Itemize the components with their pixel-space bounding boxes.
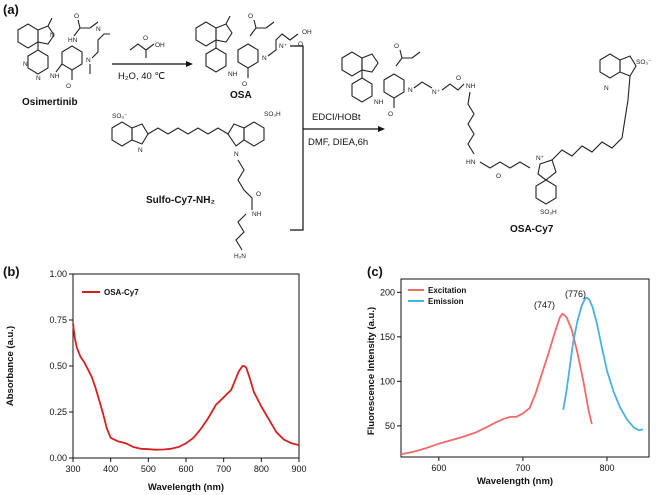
svg-text:N⁺: N⁺ [536,155,545,162]
svg-text:N: N [138,147,143,154]
svg-text:O: O [394,43,399,50]
svg-text:O: O [496,173,501,180]
svg-text:HN: HN [466,159,476,166]
b-series-group [72,323,300,451]
svg-text:SO₃⁻: SO₃⁻ [636,59,652,66]
reactant-bracket [290,45,304,231]
svg-text:O: O [248,13,253,20]
c-xtick-label: 700 [515,463,530,473]
svg-text:HN: HN [68,37,78,44]
c-xtick-label: 600 [431,463,446,473]
svg-text:SO₃H: SO₃H [264,111,281,118]
panel-label-c: (c) [367,264,383,279]
c-annotation-747: (747) [534,300,555,310]
b-ytick-label: 0.00 [49,453,67,463]
svg-text:N: N [23,61,28,68]
svg-text:O: O [298,41,303,48]
svg-text:N: N [36,75,41,82]
svg-text:N: N [50,32,55,39]
osa-cy7-structure: NH O O N N⁺ O NH HN O N⁺ SO₃H SO₃⁻ N [341,43,652,216]
panel-label-b: (b) [3,264,20,279]
c-legend-label-excitation: Excitation [428,286,466,295]
svg-text:O: O [66,83,71,90]
svg-text:H₂N: H₂N [234,253,246,260]
c-annotation-776: (776) [565,289,586,299]
step2-arrow [303,126,385,132]
b-xtick-label: 700 [216,464,231,474]
svg-text:N⁺: N⁺ [432,89,441,96]
c-xlabel: Wavelength (nm) [477,476,553,487]
compound-label-osimertinib: Osimertinib [22,97,78,108]
b-ytick-label: 0.75 [49,315,67,325]
b-ytick-label: 0.25 [49,407,67,417]
b-xtick-label: 500 [141,464,156,474]
step1-arrow: OH O [112,35,193,67]
c-xtick-label: 800 [599,463,614,473]
osimertinib-structure: N N N NH O HN O N N [17,13,110,90]
b-xtick-label: 300 [65,464,80,474]
svg-text:SO₃⁻: SO₃⁻ [112,113,128,120]
c-axis-ticks: 600 700 800 50 100 150 200 [380,287,615,473]
b-series-line-osa-cy7 [72,323,300,451]
svg-text:O: O [74,13,79,20]
panel-label-a: (a) [3,2,19,17]
compound-label-sulfo-cy7: Sulfo-Cy7-NH₂ [146,195,215,206]
c-ytick-label: 100 [380,376,395,386]
sulfo-cy7-structure: SO₃⁻ N SO₃H N O NH H₂N [111,111,281,260]
svg-text:SO₃H: SO₃H [540,209,557,216]
svg-text:O: O [256,191,261,198]
svg-text:NH: NH [50,73,60,80]
step1-conditions: H₂O, 40 ℃ [118,71,165,82]
reaction-scheme: (a) N N N NH O HN O N N Osimertinib OH [3,2,652,260]
svg-text:OH: OH [155,42,165,49]
b-axis-ticks: 300 400 500 600 700 800 900 0.00 0.25 0.50 0.75 1.0… [49,269,306,474]
b-ytick-label: 0.50 [49,361,67,371]
svg-text:NH: NH [466,83,476,90]
c-series-group [400,296,644,456]
svg-text:N⁺: N⁺ [279,43,288,50]
svg-text:N: N [234,151,239,158]
c-ylabel: Fluorescence Intensity (a.u.) [366,307,377,435]
b-xtick-label: 400 [103,464,118,474]
step2-conditions-line2: DMF, DIEA,6h [308,137,368,148]
c-ytick-label: 50 [385,421,395,431]
svg-text:N: N [604,85,609,92]
c-legend-label-emission: Emission [428,297,464,306]
osa-structure: NH O O N N⁺ O OH [195,13,312,88]
c-series-line-excitation [400,312,593,456]
b-ylabel: Absorbance (a.u.) [5,326,16,406]
b-xtick-label: 600 [178,464,193,474]
b-xlabel: Wavelength (nm) [148,482,224,493]
c-plot-frame [400,278,650,458]
compound-label-osa: OSA [230,90,252,101]
svg-text:OH: OH [302,29,312,36]
fluorescence-chart: (c) Fluorescence Intensity (a.u.) Wavele… [366,264,650,487]
svg-text:N: N [262,55,267,62]
svg-text:NH: NH [228,71,238,78]
svg-text:NH: NH [252,211,262,218]
svg-text:O: O [456,75,461,82]
b-xtick-label: 800 [254,464,269,474]
svg-text:N: N [86,57,91,64]
step2-conditions-line1: EDCI/HOBt [312,112,361,123]
compound-label-osa-cy7: OSA-Cy7 [510,224,554,235]
c-ytick-label: 150 [380,332,395,342]
svg-text:NH: NH [374,99,384,106]
svg-text:O: O [242,81,247,88]
svg-text:O: O [143,35,148,42]
c-ytick-label: 200 [380,287,395,297]
b-ytick-label: 1.00 [49,269,67,279]
b-xtick-label: 900 [291,464,306,474]
b-legend-label-osa-cy7: OSA-Cy7 [104,288,139,297]
svg-text:N: N [96,26,101,33]
svg-text:N: N [408,87,413,94]
c-series-line-emission [562,296,644,432]
absorbance-chart: (b) Absorbance (a.u.) Wavelength (nm) 30… [3,264,307,493]
svg-text:O: O [388,111,393,118]
